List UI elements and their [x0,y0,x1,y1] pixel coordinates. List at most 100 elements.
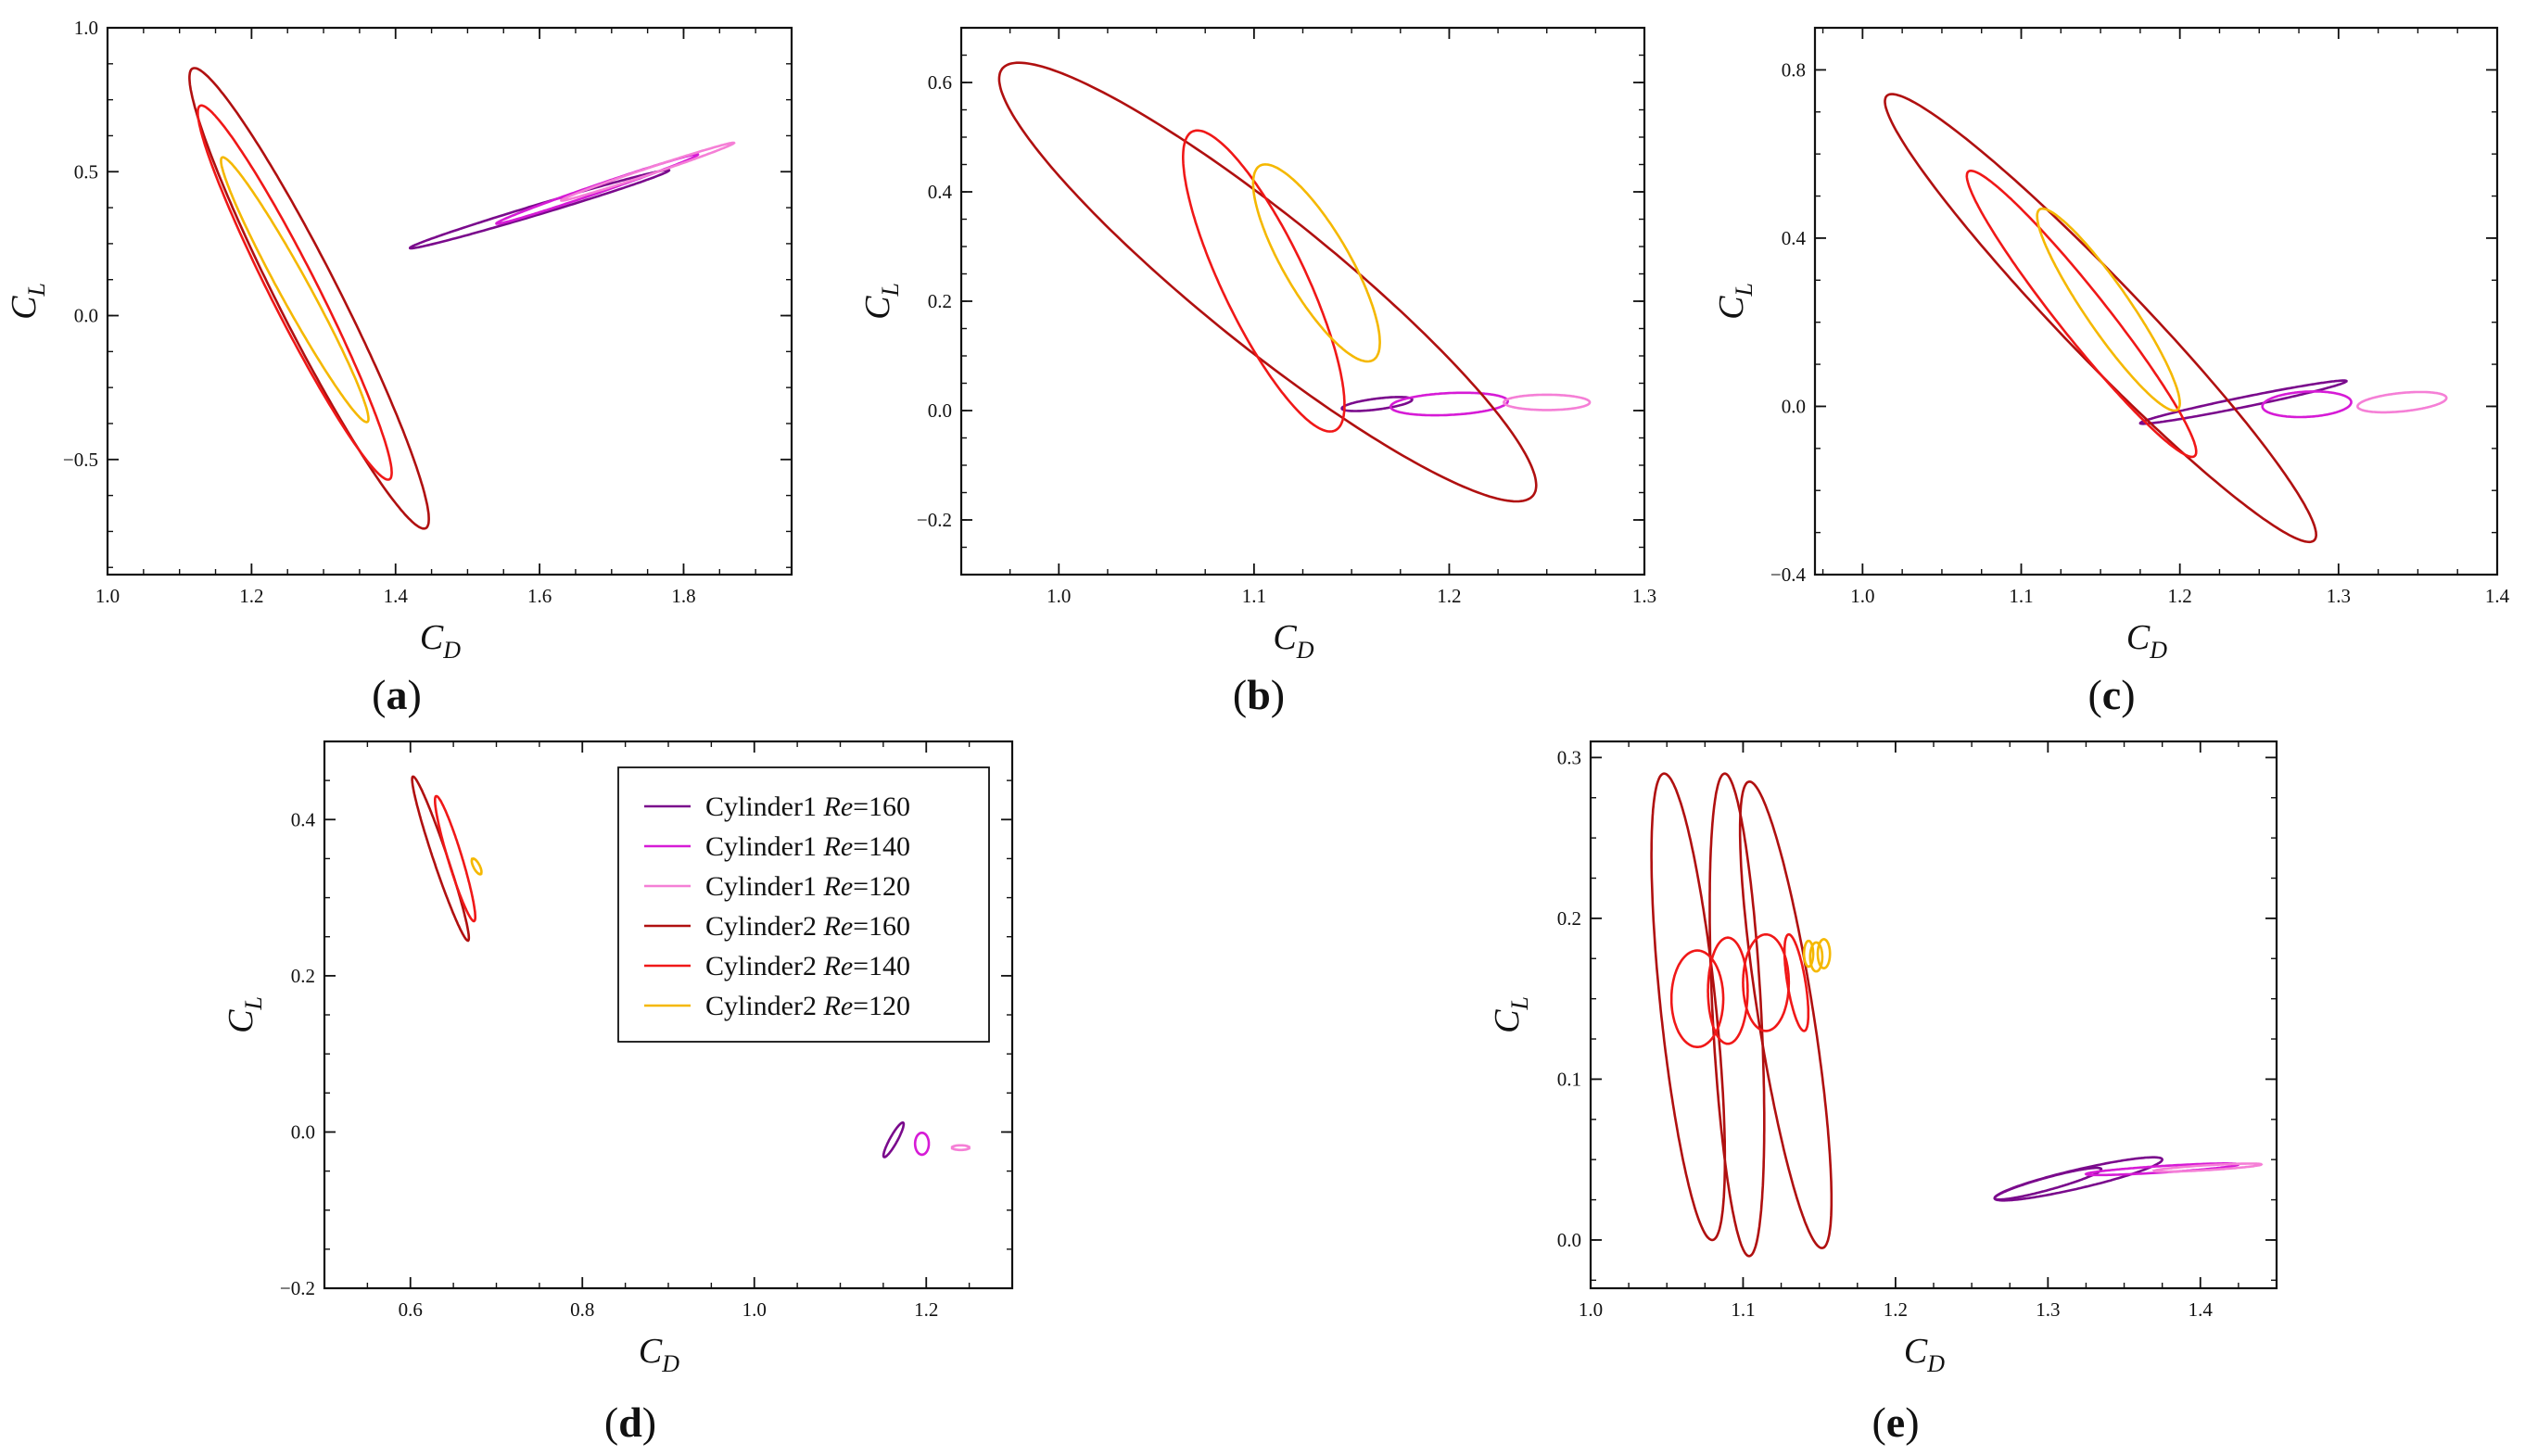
x-tick-label: 1.4 [2189,1298,2214,1321]
x-tick-label: 1.0 [1047,585,1071,607]
legend-re: Re [823,951,854,981]
legend-re: Re [823,991,854,1021]
y-tick-label: 0.4 [928,181,953,203]
y-axis-label: CL [1712,283,1757,320]
x-tick-label: 1.8 [671,585,695,607]
x-tick-label: 1.4 [384,585,409,607]
y-tick-label: 0.0 [74,305,98,327]
x-tick-label: 1.0 [1579,1298,1603,1321]
series-line-c1-140 [913,1132,931,1157]
series-group [188,67,736,530]
x-axis-label-main: C [1273,618,1297,657]
panel-label: (a) [372,671,422,718]
x-tick-label: 1.2 [1437,585,1461,607]
legend-re-value: =120 [853,991,910,1021]
x-tick-label: 1.4 [2485,585,2510,607]
panel-label: (b) [1233,671,1285,718]
series-line-c2-120 [2036,207,2181,412]
y-axis-label-main: C [858,296,897,320]
y-tick-label: 0.2 [928,290,952,312]
y-axis-label: CL [222,996,267,1033]
panel-label-letter: b [1247,671,1271,718]
series-line-c2-120 [220,156,370,424]
legend-re-value: =140 [853,831,910,862]
series-line-c2-160 [411,775,471,943]
legend-cylinder: Cylinder2 [705,951,817,981]
axes-frame [1813,26,2499,576]
y-tick-label: 1.0 [74,17,98,39]
y-tick-label: 0.1 [1557,1068,1581,1090]
panel-label: (d) [604,1399,656,1446]
legend-re: Re [823,791,854,822]
x-axis-label: CD [1273,618,1313,664]
series-line-c2-160 [188,67,430,530]
series-line-c2-140 [1783,932,1810,1032]
series-line-c2-120 [1808,941,1824,973]
y-axis-label-sub: L [1731,283,1757,297]
y-tick-label: 0.2 [1557,907,1581,930]
x-tick-label: 1.2 [1884,1298,1908,1321]
y-tick-label: −0.2 [917,509,952,531]
legend-entry: Cylinder1 Re=140 [705,831,910,862]
series-line-c1-160 [882,1120,906,1158]
legend-cylinder: Cylinder1 [705,791,817,822]
y-axis-label-main: C [1712,296,1751,320]
legend-cylinder: Cylinder2 [705,911,817,942]
x-axis-label-sub: D [1926,1350,1945,1377]
series-line-c1-160 [1993,1156,2164,1202]
x-axis-label: CD [2126,618,2167,664]
x-axis-label: CD [639,1332,679,1377]
x-tick-label: 1.0 [742,1298,767,1321]
series-group [997,61,1592,503]
y-tick-label: −0.5 [63,449,98,471]
y-axis-label-main: C [1488,1009,1527,1033]
legend-entry: Cylinder2 Re=120 [705,991,910,1021]
y-axis-label: CL [5,283,50,320]
y-axis-label-main: C [222,1009,260,1033]
x-axis-label: CD [1904,1332,1945,1377]
y-tick-label: 0.2 [291,965,315,987]
panel-label: (c) [2087,671,2135,718]
y-axis-label-sub: L [1506,996,1533,1010]
y-tick-label: 0.4 [291,808,316,830]
legend-re: Re [823,911,854,942]
y-tick-label: −0.2 [280,1277,315,1299]
x-axis-label: CD [420,618,461,664]
x-axis-label-main: C [2126,618,2151,657]
series-line-c1-120 [2151,1162,2264,1173]
legend-re: Re [823,871,854,902]
x-tick-label: 0.6 [399,1298,423,1321]
legend-entry: Cylinder1 Re=120 [705,871,910,902]
y-axis-label-sub: L [23,283,50,297]
x-tick-label: 1.3 [2036,1298,2060,1321]
panel-label: (e) [1872,1399,1919,1446]
y-tick-label: 0.0 [291,1120,315,1143]
panel-d: 0.6 0.8 1.0 1.2−0.20.00.20.4CDCL(d)Cylinder… [222,740,1014,1446]
y-tick-label: 0.3 [1557,746,1581,768]
series-line-c2-160 [1650,772,1727,1242]
x-axis-label-sub: D [661,1350,679,1377]
legend-cylinder: Cylinder2 [705,991,817,1021]
x-tick-label: 1.3 [1632,585,1656,607]
series-line-c2-120 [1251,163,1381,363]
panel-label-letter: a [387,671,408,718]
legend-cylinder: Cylinder1 [705,871,817,902]
y-axis-label: CL [1488,996,1533,1033]
x-tick-label: 1.2 [914,1298,938,1321]
series-line-c2-120 [1816,938,1832,969]
legend-re: Re [823,831,854,862]
y-axis-label: CL [858,283,904,320]
y-tick-label: 0.5 [74,160,98,183]
series-line-c2-140 [1182,129,1346,433]
legend-cylinder: Cylinder1 [705,831,817,862]
series-line-c1-120 [1503,393,1592,411]
panel-label-letter: e [1886,1399,1905,1446]
legend-re-value: =120 [853,871,910,902]
x-axis-label-sub: D [1296,637,1314,664]
series-line-c2-160 [997,61,1538,503]
